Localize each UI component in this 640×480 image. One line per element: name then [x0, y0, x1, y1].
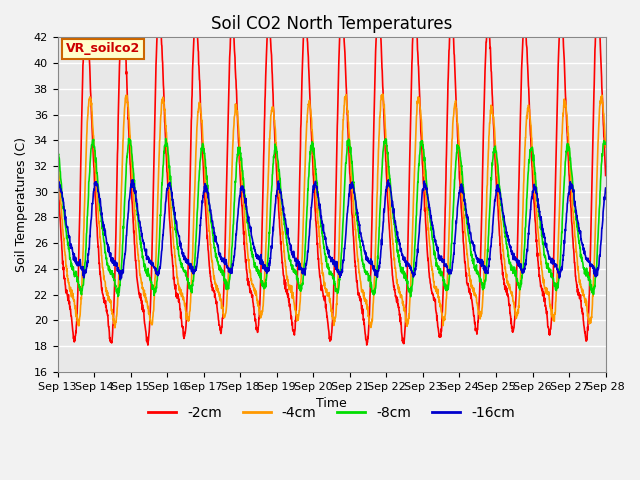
-16cm [554, 266, 561, 272]
-16cm [360, 243, 367, 249]
X-axis label: Time: Time [316, 397, 347, 410]
-4cm [54, 149, 61, 155]
Legend: -2cm, -4cm, -8cm, -16cm: -2cm, -4cm, -8cm, -16cm [143, 400, 520, 425]
-16cm [207, 209, 214, 215]
Line: -16cm: -16cm [58, 180, 605, 280]
Text: VR_soilco2: VR_soilco2 [66, 42, 140, 55]
-16cm [129, 177, 137, 183]
Line: -4cm: -4cm [58, 94, 605, 328]
-4cm [379, 91, 387, 97]
-16cm [54, 189, 61, 194]
-8cm [348, 157, 355, 163]
-2cm [144, 342, 152, 348]
-4cm [602, 144, 609, 150]
-2cm [492, 158, 499, 164]
-8cm [492, 143, 499, 149]
-16cm [348, 180, 356, 186]
-8cm [554, 280, 561, 286]
-2cm [207, 273, 214, 279]
Title: Soil CO2 North Temperatures: Soil CO2 North Temperatures [211, 15, 452, 33]
Line: -2cm: -2cm [58, 2, 605, 345]
-2cm [360, 318, 367, 324]
-2cm [374, 0, 382, 5]
Line: -8cm: -8cm [58, 139, 605, 297]
-4cm [569, 208, 577, 214]
-8cm [407, 294, 415, 300]
-4cm [554, 260, 561, 266]
-2cm [554, 80, 561, 85]
-4cm [492, 141, 499, 147]
-16cm [116, 277, 124, 283]
-2cm [602, 173, 609, 179]
-2cm [348, 199, 355, 204]
-16cm [602, 185, 609, 191]
Y-axis label: Soil Temperatures (C): Soil Temperatures (C) [15, 137, 28, 272]
-4cm [207, 241, 214, 247]
-8cm [360, 264, 367, 270]
-8cm [207, 214, 214, 220]
-8cm [125, 136, 132, 142]
-16cm [492, 196, 499, 202]
-8cm [569, 184, 577, 190]
-8cm [602, 140, 609, 145]
-4cm [360, 293, 367, 299]
-8cm [54, 144, 61, 149]
-4cm [348, 172, 355, 178]
-4cm [111, 325, 119, 331]
-2cm [54, 168, 61, 173]
-2cm [569, 236, 577, 242]
-16cm [569, 189, 577, 194]
